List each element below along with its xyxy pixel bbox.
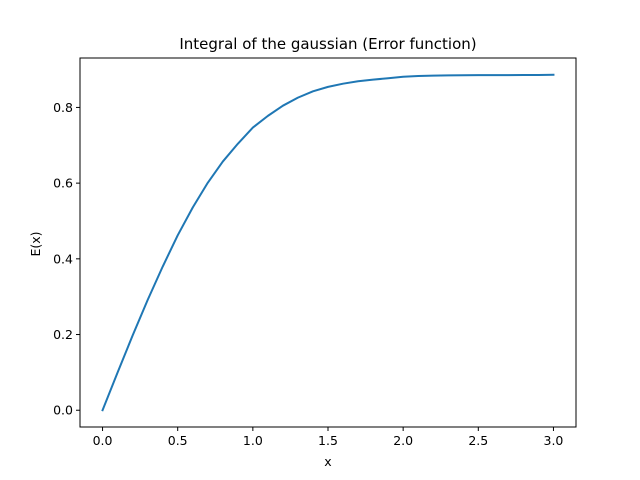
y-axis: 0.0 0.2 0.4 0.6 0.8: [53, 100, 80, 418]
y-tick-label: 0.2: [53, 327, 73, 342]
y-tick-label: 0.8: [53, 100, 73, 115]
x-axis-label: x: [324, 454, 331, 469]
x-tick-label: 3.0: [544, 433, 564, 448]
x-tick-label: 1.5: [318, 433, 338, 448]
x-tick-label: 0.5: [168, 433, 188, 448]
chart-title: Integral of the gaussian (Error function…: [179, 35, 476, 53]
data-line: [101, 73, 555, 412]
x-tick-label: 0.0: [93, 433, 113, 448]
x-axis: 0.0 0.5 1.0 1.5 2.0 2.5 3.0: [93, 427, 564, 448]
x-tick-label: 2.5: [468, 433, 488, 448]
y-tick-label: 0.6: [53, 176, 73, 191]
y-tick-label: 0.4: [53, 251, 73, 266]
plot-area: [101, 73, 555, 412]
x-tick-label: 1.0: [243, 433, 263, 448]
x-tick-label: 2.0: [393, 433, 413, 448]
y-axis-label: E(x): [28, 231, 43, 256]
y-tick-label: 0.0: [53, 403, 73, 418]
